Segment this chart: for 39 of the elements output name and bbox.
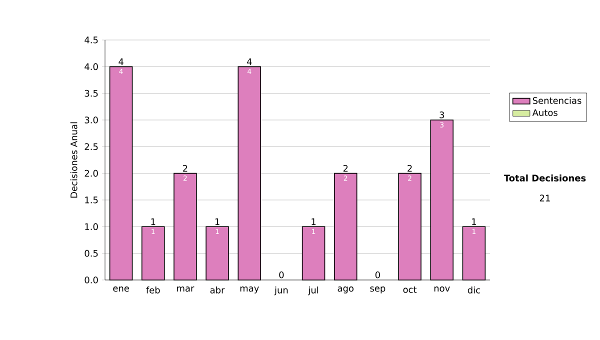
total-label: 1: [151, 218, 156, 225]
y-axis-title: Decisiones Anual: [70, 122, 78, 198]
total-label: 1: [472, 218, 476, 225]
x-tick-label: may: [240, 286, 259, 294]
total-label: 4: [246, 58, 252, 65]
total-label: 2: [183, 164, 188, 172]
total-label: 0: [375, 271, 380, 278]
text: 21: [540, 194, 550, 202]
legend-label: Sentencias: [532, 96, 582, 104]
y-tick-label: 1.5: [85, 196, 98, 204]
x-tick-label: ene: [113, 286, 129, 292]
x-tick-label: jun: [274, 286, 288, 296]
text: Total Decisiones: [504, 174, 586, 182]
total-label: 2: [408, 164, 412, 172]
x-tick-label: abr: [210, 286, 225, 294]
legend-label: Autos: [532, 109, 558, 116]
total-label: 1: [215, 218, 220, 225]
total-label: 1: [312, 218, 316, 225]
y-tick-label: 3.5: [84, 90, 98, 97]
total-label: 3: [440, 111, 444, 118]
x-tick-label: oct: [403, 286, 417, 293]
x-tick-label: jul: [308, 286, 318, 296]
y-tick-label: 3.0: [84, 116, 98, 124]
y-tick-label: 2.0: [84, 170, 98, 177]
x-tick-label: nov: [434, 286, 450, 292]
y-tick-label: 0.0: [84, 276, 98, 284]
y-tick-label: 4.5: [84, 36, 98, 44]
y-tick-label: 4.0: [84, 63, 98, 70]
total-label: 4: [118, 58, 124, 65]
total-label: 0: [279, 271, 284, 278]
y-tick-label: 2.5: [84, 143, 98, 150]
x-tick-label: feb: [146, 286, 160, 294]
x-tick-label: mar: [177, 286, 194, 292]
y-tick-label: 1.0: [85, 223, 98, 230]
x-tick-label: ago: [338, 286, 354, 294]
x-tick-label: dic: [468, 286, 480, 294]
total-label: 2: [343, 164, 348, 172]
y-tick-label: 0.5: [84, 250, 98, 257]
x-tick-label: sep: [370, 286, 386, 294]
